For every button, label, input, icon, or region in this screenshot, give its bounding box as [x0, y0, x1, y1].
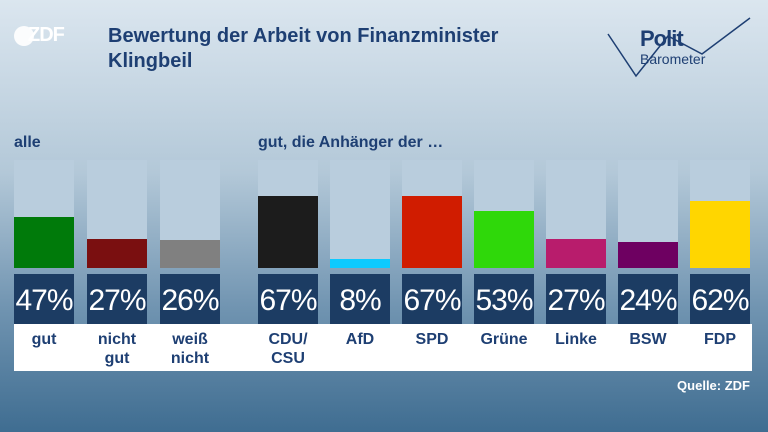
bar	[87, 238, 147, 268]
brand-barometer: Barometer	[640, 51, 706, 67]
bar	[690, 201, 750, 268]
value-box: 47%	[14, 274, 74, 324]
bar	[546, 238, 606, 268]
data-label: 24%	[619, 284, 677, 317]
group-label-all: alle	[14, 134, 41, 151]
zdf-logo-icon	[14, 25, 34, 46]
bar-track	[690, 160, 750, 268]
category-label: gut	[31, 331, 57, 348]
category-label: nicht gut	[97, 331, 137, 367]
category-label: Linke	[555, 331, 597, 348]
data-label: 47%	[15, 284, 73, 317]
data-label: 26%	[161, 284, 219, 317]
politbarometer-logo: Polit Barometer	[606, 14, 756, 84]
data-label: 62%	[691, 284, 749, 317]
value-box: 24%	[618, 274, 678, 324]
bar-track	[330, 160, 390, 268]
bar-track	[160, 160, 220, 268]
category-label: FDP	[704, 331, 736, 348]
category-label: BSW	[629, 331, 667, 348]
bar	[402, 195, 462, 268]
bar-track	[402, 160, 462, 268]
value-box: 26%	[160, 274, 220, 324]
zdf-logo-text: ZDF	[28, 24, 65, 46]
category-label-band	[14, 324, 752, 371]
politbarometer-zigzag-icon	[607, 17, 751, 78]
chart-title: Bewertung der Arbeit von Finanzminister …	[108, 25, 499, 72]
bar	[330, 259, 390, 268]
bar	[14, 217, 74, 268]
bar-track	[258, 160, 318, 268]
value-box: 27%	[546, 274, 606, 324]
group-label-supporters: gut, die Anhänger der …	[258, 134, 444, 151]
bar-track	[14, 160, 74, 268]
data-label: 27%	[88, 284, 146, 317]
bar-track	[618, 160, 678, 268]
category-label: AfD	[345, 331, 375, 348]
bar	[258, 195, 318, 268]
brand-polit: Polit	[640, 26, 684, 51]
bar	[160, 239, 220, 268]
value-box: 67%	[402, 274, 462, 324]
bar	[474, 210, 534, 268]
bar-track	[474, 160, 534, 268]
category-label: Grüne	[480, 331, 528, 348]
data-label: 67%	[403, 284, 461, 317]
value-box: 62%	[690, 274, 750, 324]
bar-track	[87, 160, 147, 268]
data-label: 53%	[475, 284, 533, 317]
value-box: 27%	[87, 274, 147, 324]
zdf-logo: ZDF	[14, 24, 65, 47]
data-label: 27%	[547, 284, 605, 317]
bar-track	[546, 160, 606, 268]
source-note: Quelle: ZDF	[677, 378, 750, 393]
bar	[618, 242, 678, 268]
data-label: 67%	[259, 284, 317, 317]
value-box: 67%	[258, 274, 318, 324]
category-label: SPD	[415, 331, 449, 348]
data-label: 8%	[339, 284, 381, 317]
category-label: weiß nicht	[170, 331, 210, 367]
value-box: 8%	[330, 274, 390, 324]
category-label: CDU/ CSU	[268, 331, 308, 367]
value-box: 53%	[474, 274, 534, 324]
